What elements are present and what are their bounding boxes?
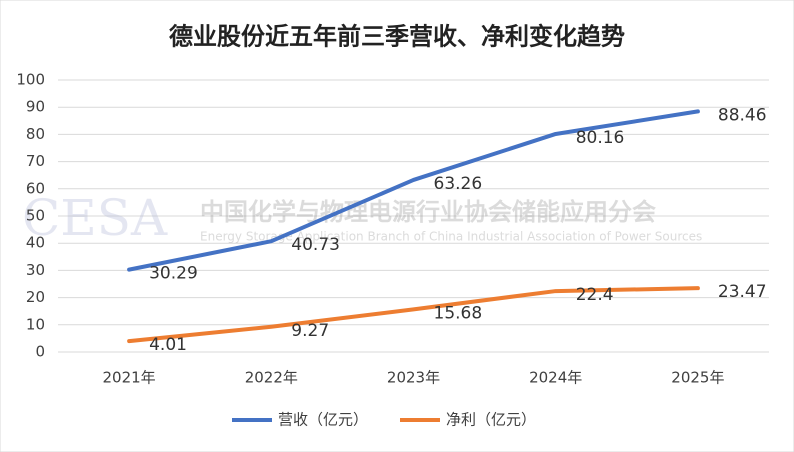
data-label: 23.47 bbox=[718, 282, 767, 302]
x-tick-label: 2022年 bbox=[245, 369, 298, 387]
y-tick-label: 30 bbox=[26, 261, 45, 279]
y-tick-label: 0 bbox=[35, 343, 45, 361]
x-tick-label: 2023年 bbox=[387, 369, 440, 387]
y-tick-label: 60 bbox=[26, 179, 45, 197]
data-label: 15.68 bbox=[434, 303, 483, 323]
y-tick-label: 70 bbox=[26, 152, 45, 170]
data-label: 88.46 bbox=[718, 105, 767, 125]
y-tick-label: 40 bbox=[26, 234, 45, 252]
watermark: CESA 中国化学与物理电源行业协会储能应用分会 Energy Storage … bbox=[22, 189, 702, 247]
chart-title: 德业股份近五年前三季营收、净利变化趋势 bbox=[169, 22, 625, 51]
y-tick-label: 100 bbox=[16, 71, 45, 89]
x-tick-label: 2025年 bbox=[671, 369, 724, 387]
y-tick-label: 50 bbox=[26, 207, 45, 225]
data-label: 30.29 bbox=[149, 264, 198, 284]
legend-label: 营收（亿元） bbox=[278, 411, 368, 429]
y-tick-label: 20 bbox=[26, 288, 45, 306]
y-tick-label: 90 bbox=[26, 98, 45, 116]
data-label: 4.01 bbox=[149, 335, 187, 355]
data-label: 40.73 bbox=[291, 235, 340, 255]
watermark-name: 中国化学与物理电源行业协会储能应用分会 bbox=[200, 198, 656, 226]
data-label: 9.27 bbox=[291, 321, 329, 341]
x-tick-label: 2024年 bbox=[529, 369, 582, 387]
watermark-logo: CESA bbox=[22, 189, 168, 247]
y-tick-label: 80 bbox=[26, 125, 45, 143]
data-label: 22.4 bbox=[576, 285, 614, 305]
x-tick-label: 2021年 bbox=[103, 369, 156, 387]
legend-label: 净利（亿元） bbox=[446, 411, 536, 429]
data-label: 80.16 bbox=[576, 128, 625, 148]
data-label: 63.26 bbox=[434, 174, 483, 194]
series-line bbox=[127, 286, 700, 344]
y-tick-label: 10 bbox=[26, 315, 45, 333]
watermark-english: Energy Storage Application Branch of Chi… bbox=[200, 230, 702, 244]
series-line bbox=[127, 109, 700, 272]
